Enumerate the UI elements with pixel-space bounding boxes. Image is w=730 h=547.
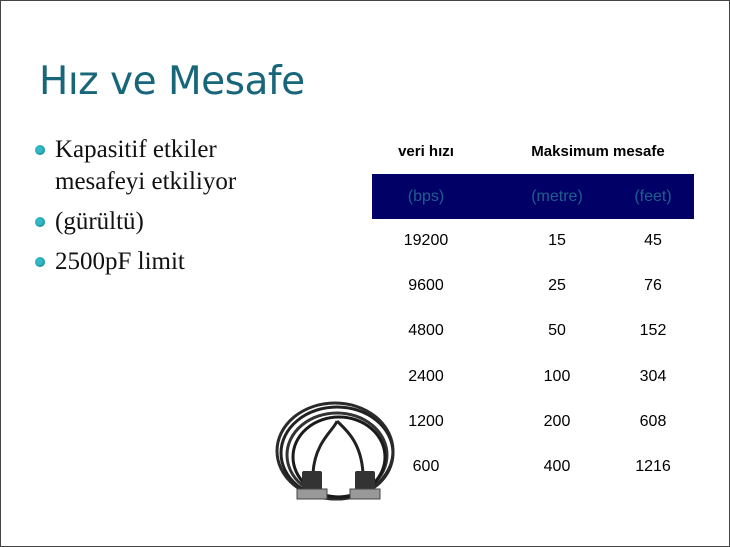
unit-row	[372, 174, 694, 219]
bullet-text: 2500pF limit	[55, 248, 185, 275]
cell-feet: 76	[644, 277, 662, 295]
slide-title: Hız ve Mesafe	[39, 59, 305, 104]
bullet-item: (gürültü)	[33, 206, 295, 238]
bullet-item: Kapasitif etkiler mesafeyi etkiliyor	[33, 134, 295, 198]
cell-metre: 400	[543, 458, 571, 475]
cell-feet: 45	[644, 232, 662, 249]
unit-bps: (bps)	[407, 188, 445, 205]
cell-bps: 4800	[408, 322, 444, 340]
cell-feet: 304	[639, 367, 667, 385]
cell-feet: 608	[639, 412, 667, 430]
bullet-item: 2500pF limit	[33, 246, 295, 278]
bullet-icon	[35, 217, 45, 227]
unit-metre: (metre)	[531, 188, 583, 205]
bullet-icon	[35, 145, 45, 155]
cell-bps: 600	[412, 458, 440, 475]
cell-feet: 152	[639, 322, 667, 340]
bullet-text: (gürültü)	[55, 208, 144, 235]
cell-feet: 1216	[635, 458, 671, 475]
cell-bps: 2400	[408, 367, 444, 385]
header-data-rate: veri hızı	[398, 143, 454, 160]
bullet-text: Kapasitif etkiler mesafeyi etkiliyor	[55, 136, 237, 195]
cell-bps: 19200	[403, 232, 449, 249]
serial-cable-image	[275, 401, 395, 501]
unit-feet: (feet)	[634, 188, 672, 205]
bullet-list: Kapasitif etkiler mesafeyi etkiliyor (gü…	[33, 134, 295, 286]
cell-metre: 200	[543, 412, 571, 430]
cell-metre: 25	[548, 277, 566, 295]
cell-bps: 1200	[408, 412, 444, 430]
cell-metre: 15	[548, 232, 566, 249]
cell-metre: 100	[543, 367, 571, 385]
header-max-distance: Maksimum mesafe	[531, 143, 665, 160]
bullet-icon	[35, 257, 45, 267]
cell-metre: 50	[548, 322, 566, 340]
cell-bps: 9600	[408, 277, 444, 295]
